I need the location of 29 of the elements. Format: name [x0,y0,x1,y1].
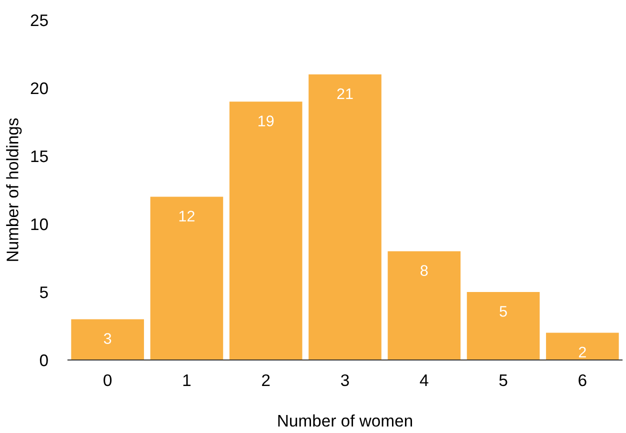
x-tick-label: 0 [104,374,112,386]
y-tick-label: 5 [40,286,48,298]
bar [150,196,224,360]
x-tick-label: 6 [578,374,586,386]
bar [466,292,540,360]
data-label: 2 [578,346,586,358]
y-axis-title: Number of holdings [6,118,22,261]
data-label: 21 [337,88,353,100]
data-label: 8 [420,265,428,276]
x-tick-label: 3 [341,374,349,386]
y-tick-label: 10 [31,218,48,230]
x-axis-title: Number of women [278,414,412,427]
y-tick-label: 20 [30,82,48,94]
bar [308,74,382,360]
y-tick-label: 15 [31,150,48,162]
bar [546,332,619,360]
x-tick-label: 2 [262,374,270,386]
x-tick-label: 4 [420,374,428,386]
y-tick-label: 0 [40,354,48,366]
data-label: 19 [258,116,274,126]
data-label: 3 [104,333,112,344]
data-label: 5 [500,306,507,317]
x-tick-label: 5 [499,374,508,386]
x-tick-label: 1 [183,374,191,386]
data-label: 12 [179,210,194,222]
bar [71,319,144,360]
bar [388,251,461,360]
bar [229,102,302,360]
y-tick-label: 25 [30,14,48,26]
